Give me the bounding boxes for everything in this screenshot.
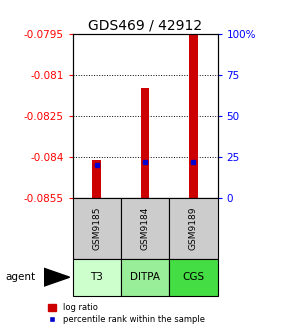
Text: agent: agent <box>6 272 36 282</box>
Text: GSM9184: GSM9184 <box>140 207 150 250</box>
Bar <box>121 259 169 296</box>
Bar <box>169 259 218 296</box>
Legend: log ratio, percentile rank within the sample: log ratio, percentile rank within the sa… <box>48 303 205 324</box>
Bar <box>141 88 149 198</box>
Bar <box>92 160 101 198</box>
Text: GSM9189: GSM9189 <box>189 207 198 250</box>
Bar <box>72 198 121 259</box>
Polygon shape <box>44 268 70 286</box>
Bar <box>169 198 218 259</box>
Bar <box>72 259 121 296</box>
Bar <box>121 198 169 259</box>
Title: GDS469 / 42912: GDS469 / 42912 <box>88 18 202 33</box>
Text: GSM9185: GSM9185 <box>92 207 101 250</box>
Bar <box>189 34 198 198</box>
Text: DITPA: DITPA <box>130 272 160 282</box>
Text: T3: T3 <box>90 272 103 282</box>
Text: CGS: CGS <box>182 272 204 282</box>
